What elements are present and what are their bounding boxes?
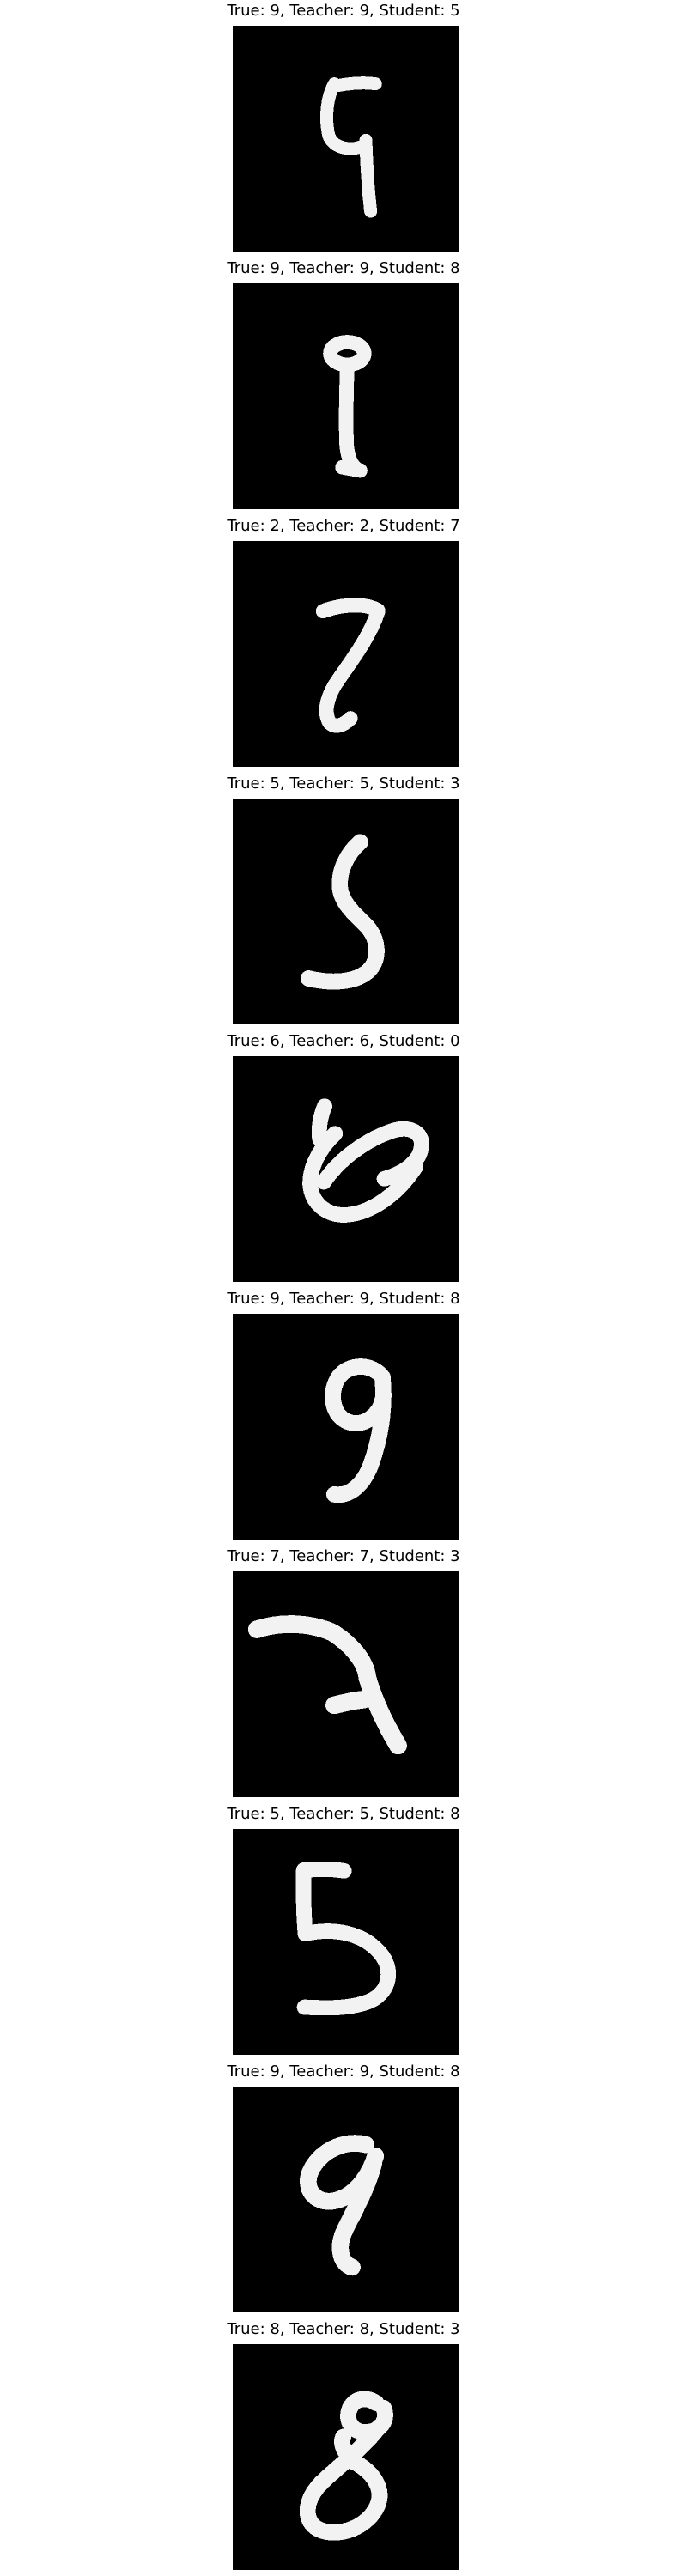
panel-title: True: 9, Teacher: 9, Student: 8 — [227, 1290, 460, 1308]
digit-image — [233, 1829, 459, 2055]
digit-panel: True: 5, Teacher: 5, Student: 8 — [0, 1803, 687, 2061]
digit-image — [233, 799, 459, 1024]
digit-image — [233, 2087, 459, 2312]
digit-panel: True: 2, Teacher: 2, Student: 7 — [0, 515, 687, 773]
digit-panel: True: 6, Teacher: 6, Student: 0 — [0, 1030, 687, 1288]
panel-title: True: 6, Teacher: 6, Student: 0 — [227, 1032, 460, 1050]
digit-image — [233, 2344, 459, 2570]
digit-panel: True: 7, Teacher: 7, Student: 3 — [0, 1546, 687, 1803]
panel-title: True: 5, Teacher: 5, Student: 3 — [227, 775, 460, 793]
digit-image — [233, 1056, 459, 1282]
digit-panel: True: 5, Teacher: 5, Student: 3 — [0, 773, 687, 1030]
panel-title: True: 9, Teacher: 9, Student: 5 — [227, 2, 460, 20]
digit-image — [233, 1314, 459, 1540]
digit-panel: True: 9, Teacher: 9, Student: 8 — [0, 258, 687, 515]
digit-image — [233, 26, 459, 252]
digit-image — [233, 1571, 459, 1797]
digit-panel: True: 8, Teacher: 8, Student: 3 — [0, 2318, 687, 2576]
digit-panel: True: 9, Teacher: 9, Student: 5 — [0, 0, 687, 258]
panel-title: True: 9, Teacher: 9, Student: 8 — [227, 2063, 460, 2081]
panel-title: True: 9, Teacher: 9, Student: 8 — [227, 259, 460, 277]
panel-title: True: 7, Teacher: 7, Student: 3 — [227, 1547, 460, 1565]
digit-image — [233, 541, 459, 767]
panel-title: True: 5, Teacher: 5, Student: 8 — [227, 1805, 460, 1823]
panel-title: True: 2, Teacher: 2, Student: 7 — [227, 517, 460, 535]
panel-title: True: 8, Teacher: 8, Student: 3 — [227, 2320, 460, 2338]
digit-image — [233, 283, 459, 509]
digit-panel: True: 9, Teacher: 9, Student: 8 — [0, 1288, 687, 1546]
digit-panel: True: 9, Teacher: 9, Student: 8 — [0, 2061, 687, 2318]
